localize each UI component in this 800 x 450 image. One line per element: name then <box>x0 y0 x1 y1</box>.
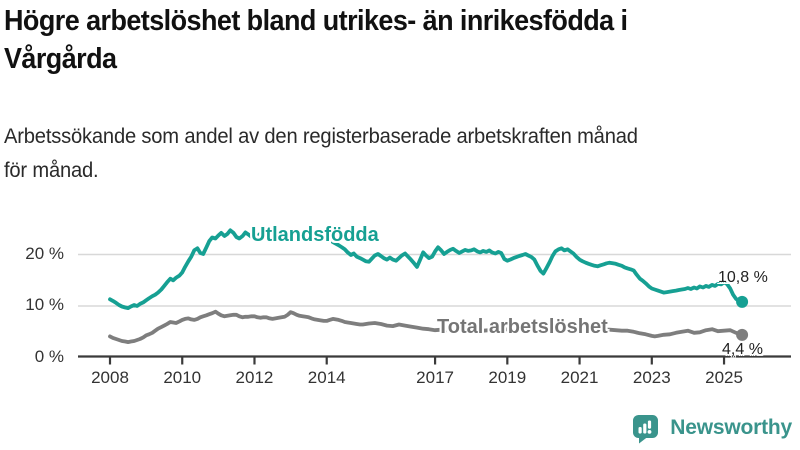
chart-subtitle-line1: Arbetssökande som andel av den registerb… <box>4 125 638 148</box>
series-label-utlandsfodda: Utlandsfödda <box>251 224 379 246</box>
series-end-dot-0 <box>736 295 749 308</box>
x-tick-label: 2023 <box>632 368 671 387</box>
chart-subtitle-line2: för månad. <box>4 159 99 182</box>
newsworthy-logo[interactable]: Newsworthy <box>629 411 792 444</box>
page-title-line2: Vårgårda <box>4 43 117 75</box>
page-title-line1: Högre arbetslöshet bland utrikes- än inr… <box>4 5 628 37</box>
series-label-total-arbetsloshet: Total arbetslöshet <box>437 316 608 338</box>
x-tick-label: 2010 <box>163 368 202 387</box>
newsworthy-wordmark: Newsworthy <box>670 415 792 439</box>
x-tick-label: 2017 <box>416 368 454 387</box>
y-tick-label: 20 % <box>25 243 64 263</box>
y-tick-label: 0 % <box>34 346 64 366</box>
series-line-0 <box>108 228 744 311</box>
chart-subtitle: Arbetssökande som andel av den registerb… <box>4 120 638 188</box>
x-tick-label: 2019 <box>488 368 527 387</box>
x-tick-label: 2008 <box>91 368 129 387</box>
x-tick-label: 2025 <box>705 368 743 387</box>
x-tick-label: 2012 <box>235 368 274 387</box>
series-end-dot-1 <box>736 328 749 341</box>
series-line-1 <box>108 309 744 345</box>
newsworthy-bubble-chart-icon <box>633 415 659 444</box>
x-tick-label: 2014 <box>307 368 346 387</box>
y-tick-label: 10 % <box>25 295 64 314</box>
x-tick-label: 2021 <box>560 368 599 387</box>
end-value-label-utlandsfodda: 10,8 % <box>718 269 768 286</box>
page-title: Högre arbetslöshet bland utrikes- än inr… <box>4 2 628 78</box>
end-value-label-total: 4,4 % <box>722 341 763 358</box>
